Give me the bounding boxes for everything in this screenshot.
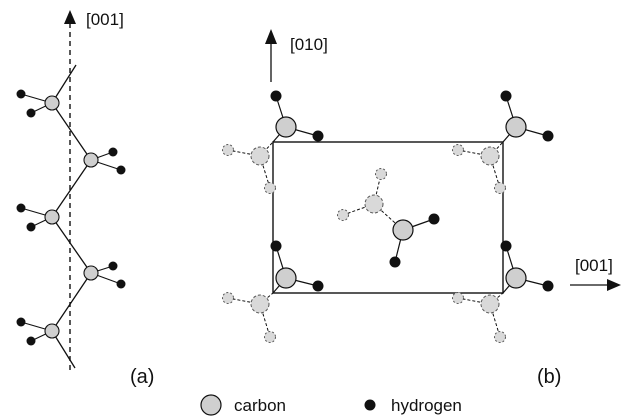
carbon-atom <box>83 265 99 281</box>
carbon-atom-dashed <box>364 194 384 214</box>
panel-b: [010] [001] <box>222 29 621 388</box>
hydrogen-atom <box>500 90 512 102</box>
hydrogen-atom <box>270 90 282 102</box>
hydrogen-atom <box>312 280 324 292</box>
axis-label-001-a: [001] <box>86 10 124 29</box>
hydrogen-atom-dashed <box>222 144 234 156</box>
legend-hydrogen-label: hydrogen <box>391 396 462 415</box>
hydrogen-atom-dashed <box>264 331 276 343</box>
carbon-atom <box>44 323 60 339</box>
panel-a: [001] (a) <box>16 10 154 388</box>
carbon-atom <box>392 219 414 241</box>
hydrogen-atom <box>116 165 126 175</box>
panel-label-b: (b) <box>537 366 561 388</box>
hydrogen-atom-dashed <box>494 331 506 343</box>
hydrogen-atom <box>26 108 36 118</box>
hydrogen-atom <box>389 256 401 268</box>
hydrogen-atom-dashed <box>452 292 464 304</box>
legend-carbon-swatch <box>200 394 222 416</box>
hydrogen-atom <box>16 317 26 327</box>
hydrogen-atom <box>16 89 26 99</box>
carbon-atom <box>275 267 297 289</box>
hydrogen-atom-dashed <box>375 168 387 180</box>
axis-label-010: [010] <box>290 35 328 54</box>
carbon-atom-dashed <box>480 146 500 166</box>
unit-cell <box>272 141 504 294</box>
carbon-atom <box>275 116 297 138</box>
carbon-atom <box>44 95 60 111</box>
carbon-atom <box>83 152 99 168</box>
hydrogen-atom <box>16 203 26 213</box>
dashed-bonds <box>227 141 504 338</box>
hydrogen-atom <box>26 336 36 346</box>
carbon-atom <box>505 267 527 289</box>
hydrogen-atom-dashed <box>494 182 506 194</box>
legend-carbon-label: carbon <box>234 396 286 415</box>
hydrogen-atom <box>26 222 36 232</box>
panel-label-a: (a) <box>130 366 154 388</box>
hydrogen-atom <box>108 261 118 271</box>
hydrogen-atom <box>500 240 512 252</box>
axis-label-001-b: [001] <box>575 256 613 275</box>
hydrogen-atom-dashed <box>222 292 234 304</box>
legend-hydrogen-swatch <box>364 399 376 411</box>
hydrogen-atom <box>428 213 440 225</box>
chain-axis-a-arrowhead <box>64 10 76 24</box>
hydrogen-atom <box>116 279 126 289</box>
hydrogen-atom <box>270 240 282 252</box>
hydrogen-atom <box>542 130 554 142</box>
carbon-atom <box>44 209 60 225</box>
carbon-atom-dashed <box>250 294 270 314</box>
hydrogen-atom <box>542 280 554 292</box>
hydrogen-atom-dashed <box>337 209 349 221</box>
carbon-atom-dashed <box>250 146 270 166</box>
hydrogen-atom-dashed <box>264 182 276 194</box>
carbon-atom-dashed <box>480 294 500 314</box>
hydrogen-atom <box>312 130 324 142</box>
axis-001-arrowhead <box>607 279 621 291</box>
hydrogen-atom <box>108 147 118 157</box>
legend: carbon hydrogen <box>200 394 462 416</box>
axis-010-arrowhead <box>265 29 277 44</box>
carbon-atom <box>505 116 527 138</box>
hydrogen-atom-dashed <box>452 144 464 156</box>
